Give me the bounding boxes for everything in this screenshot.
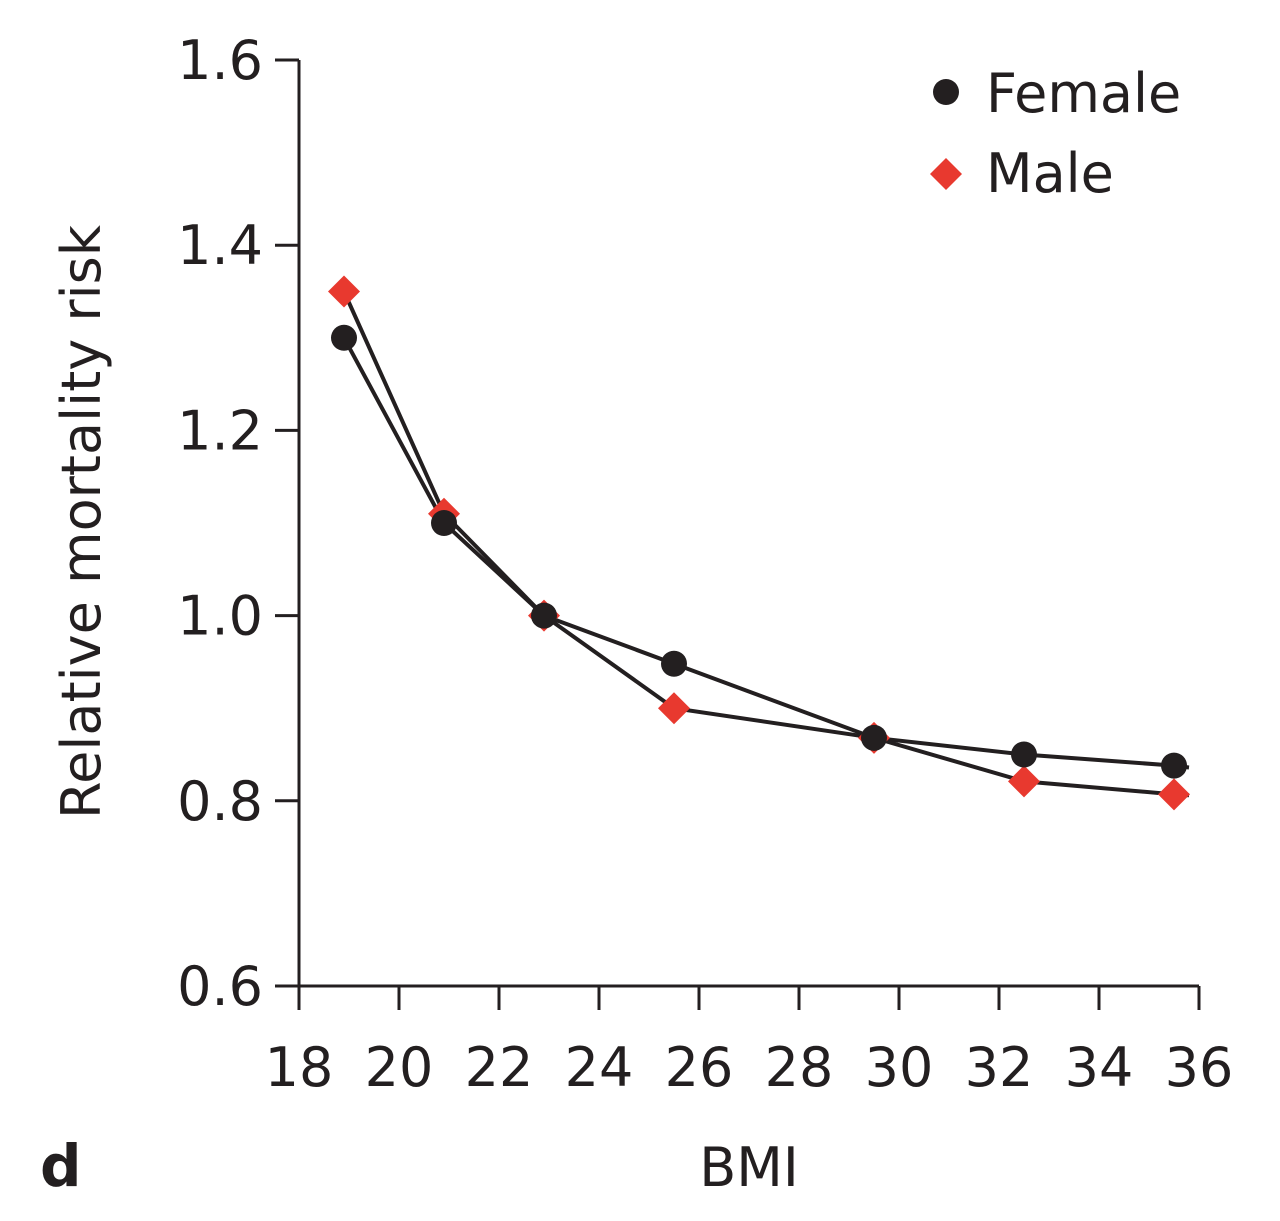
legend-marker-female bbox=[933, 79, 959, 105]
data-point-female bbox=[331, 324, 357, 351]
legend-label-female: Female bbox=[986, 62, 1181, 125]
y-tick-label: 1.2 bbox=[177, 399, 263, 462]
x-tick-label: 30 bbox=[865, 1036, 934, 1099]
panel-letter: d bbox=[40, 1132, 82, 1200]
data-point-male bbox=[328, 275, 360, 308]
axes: 0.6 0.8 1.0 1.2 1.4 1.6 18 20 22 24 26 28 30 32 34 36 bbox=[177, 29, 1233, 1099]
x-tick-label: 28 bbox=[765, 1036, 834, 1099]
series-line-female bbox=[342, 336, 1190, 770]
x-tick-label: 26 bbox=[665, 1036, 734, 1099]
data-point-female bbox=[861, 724, 887, 751]
x-tick-label: 18 bbox=[265, 1036, 334, 1099]
y-axis-title: Relative mortality risk bbox=[50, 224, 113, 819]
y-ticks: 0.6 0.8 1.0 1.2 1.4 1.6 bbox=[177, 29, 299, 1018]
y-tick-label: 1.4 bbox=[177, 214, 263, 277]
data-point-female bbox=[661, 650, 687, 677]
x-tick-label: 36 bbox=[1165, 1036, 1234, 1099]
series-layer bbox=[328, 275, 1190, 811]
data-point-female bbox=[1011, 741, 1037, 768]
data-point-male bbox=[658, 692, 690, 725]
data-point-female bbox=[431, 510, 457, 536]
x-tick-label: 20 bbox=[365, 1036, 434, 1099]
y-tick-label: 0.8 bbox=[177, 770, 263, 833]
x-tick-label: 32 bbox=[965, 1036, 1034, 1099]
data-point-male bbox=[1158, 778, 1190, 811]
x-tick-label: 34 bbox=[1065, 1036, 1134, 1099]
data-point-male bbox=[1008, 765, 1040, 798]
data-point-female bbox=[1161, 752, 1187, 779]
series-line-male bbox=[342, 290, 1190, 798]
x-ticks: 18 20 22 24 26 28 30 32 34 36 bbox=[265, 986, 1234, 1099]
x-tick-label: 22 bbox=[465, 1036, 534, 1099]
legend: Female Male bbox=[930, 62, 1181, 205]
y-tick-label: 0.6 bbox=[177, 955, 263, 1018]
data-point-female bbox=[531, 602, 557, 629]
x-tick-label: 24 bbox=[565, 1036, 634, 1099]
x-axis-title: BMI bbox=[699, 1136, 799, 1199]
legend-marker-male bbox=[930, 158, 962, 190]
y-tick-label: 1.0 bbox=[177, 585, 263, 648]
legend-label-male: Male bbox=[986, 142, 1114, 205]
y-tick-label: 1.6 bbox=[177, 29, 263, 92]
